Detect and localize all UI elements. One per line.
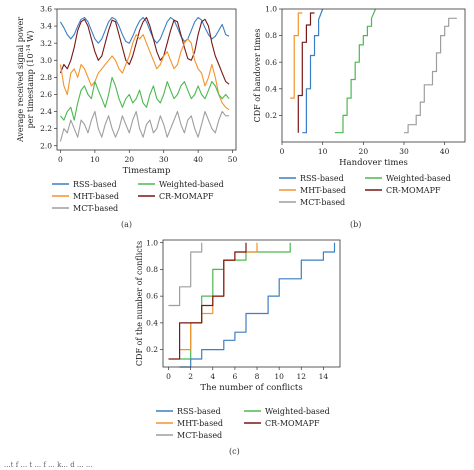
chart-b-ylabel: CDF of handover times [253,29,262,123]
chart-a-ytick-label: 2.2 [40,124,52,133]
legend-b-label-mct: MCT-based [300,198,345,207]
chart-b-series-rss [302,8,324,134]
chart-c-conflicts-cdf: 0 2 4 6 8 10 12 14 0.2 0.4 0.6 0.8 1.0 The number of … [135,238,341,393]
chart-a-xtick-label: 30 [159,155,169,164]
chart-a-ytick-label: 2.4 [40,107,52,116]
chart-a-xtick-label: 40 [193,155,203,164]
legends: RSS-based Weighted-based MHT-based CR-MOMAP… [52,174,451,440]
chart-c-series-rss [179,242,336,368]
chart-b-xtick-label: 40 [440,147,450,156]
chart-c-xtick-label: 12 [297,372,307,381]
chart-b-ytick-label: 0.6 [265,58,277,67]
chart-b-ytick-label: 0.8 [265,31,277,40]
chart-a-series-mht [59,34,230,111]
legend-a-label-cr: CR-MOMAPF [159,192,214,201]
chart-a-ytick-label: 2.8 [40,73,52,82]
chart-c-xtick-label: 6 [233,372,238,381]
chart-c-xlabel: The number of conflicts [200,383,302,393]
chart-c-ylabel: CDF of the number of conflicts [135,241,144,366]
chart-a-frame [56,8,237,151]
chart-b-frame [281,8,466,143]
chart-a-ytick-label: 3.4 [40,22,52,31]
chart-c-xtick-label: 4 [210,372,215,381]
chart-a-series-cr [59,16,230,85]
chart-c-ytick-label: 0.6 [146,292,158,301]
chart-c-xtick-label: 2 [188,372,193,381]
chart-c-ytick-label: 1.0 [146,238,158,247]
legend-a-label-mht: MHT-based [73,192,119,201]
chart-a-ytick-label: 3.0 [40,56,52,65]
legend-a-label-rss: RSS-based [73,180,117,189]
legend-a-label-weighted: Weighted-based [159,180,224,189]
chart-c-series-cr [168,242,247,360]
legend-c-label-mht: MHT-based [177,419,223,428]
chart-a-ytick-label: 2.6 [40,90,52,99]
chart-a-ytick-label: 3.6 [40,5,52,14]
caption-a: (a) [121,220,133,229]
chart-b-series-mht [290,12,303,99]
chart-a-series-weighted [59,76,230,121]
chart-a-ytick-label: 2.0 [40,141,52,150]
legend-c-label-cr: CR-MOMAPF [265,419,320,428]
chart-b-ytick-label: 1.0 [265,5,277,14]
chart-c-series-mct [168,242,203,307]
legend-b-label-weighted: Weighted-based [386,174,451,183]
legend-b-label-mht: MHT-based [300,186,346,195]
chart-c-frame [162,239,341,368]
chart-b-xtick-label: 20 [359,147,369,156]
chart-b-series-weighted [334,8,377,134]
caption-b: (b) [350,220,362,229]
chart-b-series-mct [404,17,457,134]
chart-a-ylabel-line2: per timestamp (10-14 W) [26,31,35,129]
chart-a-ylabel-line1: Average received signal power [16,17,25,143]
chart-a-xtick-label: 10 [90,155,100,164]
chart-b-series-cr [297,12,315,133]
chart-a-xlabel: Timestamp [123,166,171,176]
chart-b-xtick-label: 30 [399,147,409,156]
chart-b-xtick-label: 10 [318,147,328,156]
chart-a-ytick-label: 3.2 [40,39,52,48]
caption-c: (c) [229,447,240,456]
legend-c-label-rss: RSS-based [177,407,221,416]
chart-b-handover-cdf: 0 10 20 30 40 0.2 0.4 0.6 0.8 1.0 Handover times CD… [253,5,466,168]
legend-b-label-cr: CR-MOMAPF [386,186,441,195]
chart-a-xtick-label: 0 [58,155,63,164]
chart-b-ytick-label: 0.4 [265,84,277,93]
chart-b-xtick-label: 0 [280,147,285,156]
chart-a-xtick-label: 50 [228,155,238,164]
chart-b-ytick-label: 0.2 [265,111,277,120]
legend-b-label-rss: RSS-based [300,174,344,183]
chart-a-xtick-label: 20 [125,155,135,164]
chart-c-ytick-label: 0.4 [146,318,158,327]
legend-c-label-weighted: Weighted-based [265,407,330,416]
chart-b-xlabel: Handover times [339,158,408,168]
chart-c-xtick-label: 0 [166,372,171,381]
chart-c-ytick-label: 0.8 [146,265,158,274]
chart-a-series-mct [59,110,230,142]
legend-a-label-mct: MCT-based [73,204,118,213]
chart-c-xtick-label: 10 [274,372,284,381]
chart-c-ytick-label: 0.2 [146,345,158,354]
chart-c-xtick-label: 8 [255,372,260,381]
truncated-figure-caption: ...t f ... t ... f ... k... d ... ... [4,461,93,469]
chart-c-xtick-label: 14 [319,372,329,381]
chart-a-signal-power: 0 10 20 30 40 50 2.0 2.2 2.4 2.6 2.8 3.0 3.2 3.4 3.6 Ti… [16,5,238,176]
legend-c-label-mct: MCT-based [177,431,222,440]
